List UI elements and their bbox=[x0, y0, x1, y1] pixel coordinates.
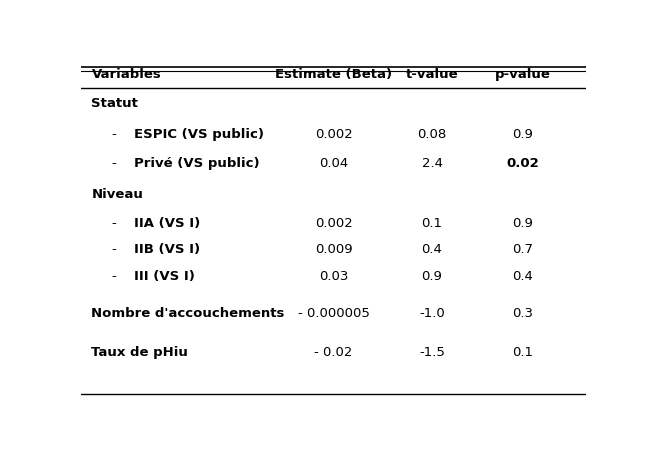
Text: -: - bbox=[112, 270, 117, 283]
Text: - 0.000005: - 0.000005 bbox=[298, 306, 370, 320]
Text: Niveau: Niveau bbox=[91, 188, 143, 201]
Text: 0.1: 0.1 bbox=[421, 217, 443, 230]
Text: 0.002: 0.002 bbox=[315, 128, 352, 141]
Text: 2.4: 2.4 bbox=[421, 157, 443, 170]
Text: Privé (VS public): Privé (VS public) bbox=[134, 157, 260, 170]
Text: III (VS I): III (VS I) bbox=[134, 270, 195, 283]
Text: Variables: Variables bbox=[91, 68, 161, 81]
Text: 0.9: 0.9 bbox=[512, 217, 533, 230]
Text: -1.0: -1.0 bbox=[419, 306, 445, 320]
Text: -1.5: -1.5 bbox=[419, 346, 445, 360]
Text: 0.4: 0.4 bbox=[512, 270, 533, 283]
Text: 0.4: 0.4 bbox=[422, 244, 443, 256]
Text: 0.9: 0.9 bbox=[512, 128, 533, 141]
Text: Nombre d'accouchements: Nombre d'accouchements bbox=[91, 306, 285, 320]
Text: 0.1: 0.1 bbox=[512, 346, 533, 360]
Text: 0.009: 0.009 bbox=[315, 244, 352, 256]
Text: 0.002: 0.002 bbox=[315, 217, 352, 230]
Text: 0.04: 0.04 bbox=[319, 157, 348, 170]
Text: -: - bbox=[112, 217, 117, 230]
Text: IIB (VS I): IIB (VS I) bbox=[134, 244, 201, 256]
Text: -: - bbox=[112, 157, 117, 170]
Text: ESPIC (VS public): ESPIC (VS public) bbox=[134, 128, 264, 141]
Text: 0.3: 0.3 bbox=[512, 306, 533, 320]
Text: 0.9: 0.9 bbox=[422, 270, 443, 283]
Text: t-value: t-value bbox=[406, 68, 458, 81]
Text: - 0.02: - 0.02 bbox=[314, 346, 353, 360]
Text: Taux de pHiu: Taux de pHiu bbox=[91, 346, 188, 360]
Text: -: - bbox=[112, 128, 117, 141]
Text: 0.7: 0.7 bbox=[512, 244, 533, 256]
Text: 0.08: 0.08 bbox=[417, 128, 447, 141]
Text: IIA (VS I): IIA (VS I) bbox=[134, 217, 201, 230]
Text: Estimate (Beta): Estimate (Beta) bbox=[275, 68, 392, 81]
Text: -: - bbox=[112, 244, 117, 256]
Text: 0.02: 0.02 bbox=[506, 157, 539, 170]
Text: p-value: p-value bbox=[495, 68, 551, 81]
Text: Statut: Statut bbox=[91, 97, 139, 110]
Text: 0.03: 0.03 bbox=[319, 270, 348, 283]
